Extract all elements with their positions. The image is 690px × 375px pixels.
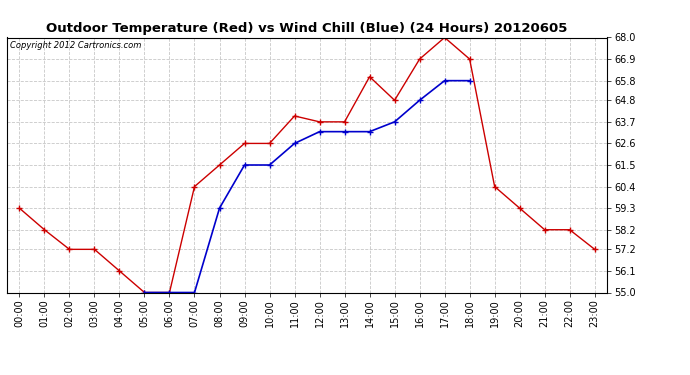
Text: Copyright 2012 Cartronics.com: Copyright 2012 Cartronics.com — [10, 41, 141, 50]
Title: Outdoor Temperature (Red) vs Wind Chill (Blue) (24 Hours) 20120605: Outdoor Temperature (Red) vs Wind Chill … — [46, 22, 568, 35]
